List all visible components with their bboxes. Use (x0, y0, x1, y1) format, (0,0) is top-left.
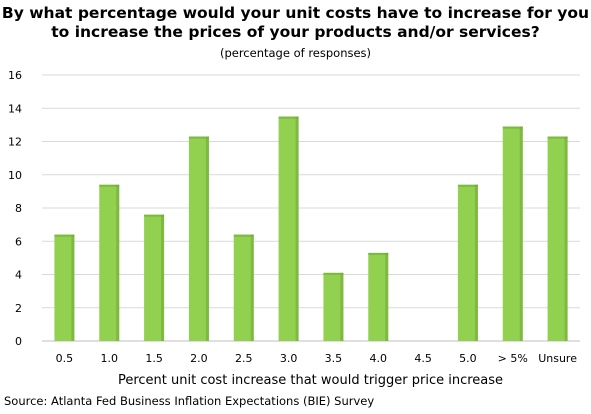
bar-shade (161, 214, 165, 341)
bar-fill (278, 116, 299, 341)
y-tick-label: 16 (8, 69, 22, 82)
gridlines (42, 74, 580, 342)
bar-fill (144, 214, 165, 341)
x-axis-label: Percent unit cost increase that would tr… (117, 373, 504, 388)
x-tick-label: 1.5 (145, 352, 163, 365)
bar (457, 184, 478, 341)
bar-top (188, 136, 209, 139)
bar-shade (385, 252, 389, 341)
x-axis-ticks: 0.5 1.0 1.5 2.0 2.5 3.0 3.5 4.0 4.5 5.0 > 5% Unsure (56, 352, 578, 365)
bar (547, 136, 568, 341)
x-tick-label: > 5% (498, 352, 528, 365)
bar-top (54, 234, 75, 237)
bar-top (233, 234, 254, 237)
bar-fill (457, 184, 478, 341)
bar-shade (519, 126, 523, 341)
bar (323, 272, 344, 341)
bar-shade (205, 136, 209, 341)
x-tick-label: 2.0 (190, 352, 208, 365)
bar-shade (295, 116, 299, 341)
y-tick-label: 6 (15, 235, 22, 248)
x-tick-label: 2.5 (235, 352, 253, 365)
bar (502, 126, 523, 341)
bar-top (144, 214, 165, 217)
bar-fill (547, 136, 568, 341)
bar-shade (564, 136, 568, 341)
y-tick-label: 4 (15, 269, 22, 282)
bar-shade (250, 234, 254, 341)
bar-shade (340, 272, 344, 341)
bar (144, 214, 165, 341)
bar (368, 252, 389, 341)
bar-fill (188, 136, 209, 341)
bar-top (99, 184, 120, 187)
bar-fill (502, 126, 523, 341)
y-tick-label: 0 (15, 335, 22, 348)
chart-title-line-1: By what percentage would your unit costs… (1, 4, 590, 22)
x-tick-label: 3.5 (325, 352, 343, 365)
y-tick-label: 2 (15, 302, 22, 315)
x-tick-label: 4.5 (414, 352, 432, 365)
y-tick-label: 14 (8, 102, 22, 115)
bar-top (368, 252, 389, 255)
bar (54, 234, 75, 341)
bar-fill (233, 234, 254, 341)
chart-title-line-2: to increase the prices of your products … (51, 23, 540, 41)
bar (233, 234, 254, 341)
bar-fill (323, 272, 344, 341)
x-tick-label: 5.0 (459, 352, 477, 365)
bar-shade (116, 184, 120, 341)
bar-fill (54, 234, 75, 341)
bar (278, 116, 299, 341)
chart-subtitle: (percentage of responses) (219, 46, 372, 60)
bar-top (502, 126, 523, 129)
x-tick-label: 3.0 (280, 352, 298, 365)
bar-top (323, 272, 344, 275)
y-tick-label: 10 (8, 169, 22, 182)
x-tick-label: 4.0 (370, 352, 388, 365)
x-tick-label: 0.5 (56, 352, 74, 365)
bar-fill (99, 184, 120, 341)
bar (188, 136, 209, 341)
y-axis-ticks: 0 2 4 6 8 10 12 14 16 (8, 69, 22, 348)
bar-shade (474, 184, 478, 341)
bar-top (457, 184, 478, 187)
bar-shade (71, 234, 75, 341)
bar-top (547, 136, 568, 139)
bars (54, 116, 568, 341)
x-tick-label: 1.0 (101, 352, 119, 365)
bar-fill (368, 252, 389, 341)
bar-top (278, 116, 299, 119)
y-tick-label: 8 (15, 202, 22, 215)
bar (99, 184, 120, 341)
x-tick-label: Unsure (538, 352, 577, 365)
y-tick-label: 12 (8, 136, 22, 149)
source-note: Source: Atlanta Fed Business Inflation E… (4, 394, 375, 408)
